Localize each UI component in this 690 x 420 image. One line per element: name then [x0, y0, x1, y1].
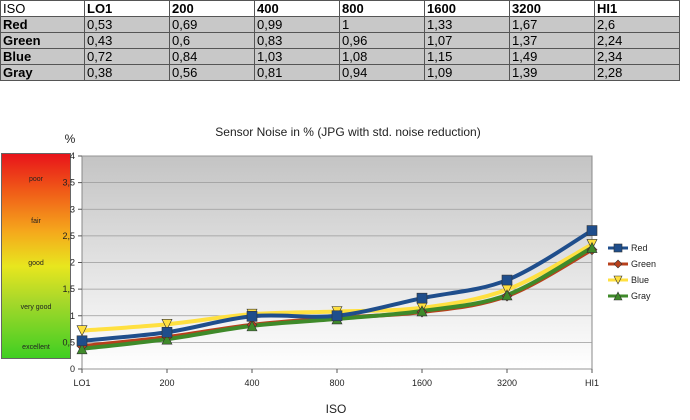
y-tick-label: 2,5	[62, 231, 75, 241]
x-tick-label: 200	[159, 378, 174, 388]
table-cell: 0,96	[339, 32, 425, 49]
quality-label-good: good	[28, 260, 44, 267]
quality-label-fair: fair	[31, 218, 41, 225]
y-tick-label: 1	[70, 311, 75, 321]
table-column-header: LO1	[84, 0, 170, 17]
y-tick-label: 4	[70, 151, 75, 161]
data-point-gray	[76, 343, 88, 355]
table-column-header: 800	[339, 0, 425, 17]
data-point-red	[501, 274, 513, 286]
legend-label: Blue	[631, 275, 649, 285]
data-point-red	[586, 225, 598, 236]
x-tick-label: HI1	[585, 378, 599, 388]
x-tick-label: LO1	[73, 378, 90, 388]
legend-marker	[613, 259, 623, 269]
data-point-gray	[586, 241, 598, 253]
quality-scale-bar: poor fair good very good excellent	[1, 153, 71, 359]
legend-marker	[613, 243, 623, 253]
data-point-red	[416, 292, 428, 304]
data-point-blue	[161, 318, 173, 330]
y-tick-label: 0	[70, 364, 75, 374]
y-tick-label: 2	[70, 258, 75, 268]
data-point-gray	[246, 320, 258, 332]
y-tick-label: 1,5	[62, 284, 75, 294]
noise-data-table: ISO LO1 200 400 800 1600 3200 HI1 Red 0,53 0,69 0,9…	[0, 0, 680, 81]
y-tick-label: 3,5	[62, 178, 75, 188]
table-column-header: 1600	[424, 0, 510, 17]
x-axis-label: ISO	[326, 402, 347, 416]
table-cell: 0,38	[84, 64, 170, 81]
table-cell: 2,28	[594, 64, 680, 81]
quality-label-very-good: very good	[20, 304, 52, 311]
table-column-header: 200	[169, 0, 255, 17]
y-axis-label: %	[65, 132, 76, 146]
table-row-header: Green	[0, 32, 85, 49]
data-point-red	[331, 310, 343, 322]
quality-label-poor: poor	[28, 176, 43, 183]
table-cell: 2,24	[594, 32, 680, 49]
table-cell: 0,94	[339, 64, 425, 81]
table-cell: 0,69	[169, 16, 255, 33]
chart-title: Sensor Noise in % (JPG with std. noise r…	[215, 125, 480, 139]
table-corner-cell: ISO	[0, 0, 85, 17]
table-cell: 0,56	[169, 64, 255, 81]
legend-label: Green	[631, 259, 656, 269]
table-header-row: ISO LO1 200 400 800 1600 3200 HI1	[0, 0, 680, 17]
legend-label: Red	[631, 243, 648, 253]
data-point-gray	[161, 333, 173, 345]
x-tick-label: 800	[329, 378, 344, 388]
table-cell: 0,81	[254, 64, 340, 81]
data-point-red	[161, 326, 173, 338]
table-cell: 1,15	[424, 48, 510, 65]
x-tick-label: 400	[244, 378, 259, 388]
table-row-header: Gray	[0, 64, 85, 81]
data-point-gray	[416, 305, 428, 317]
table-cell: 1	[339, 16, 425, 33]
legend-label: Gray	[631, 291, 651, 301]
table-cell: 0,84	[169, 48, 255, 65]
data-point-gray	[501, 289, 513, 301]
data-point-red	[76, 335, 88, 347]
quality-label-excellent: excellent	[22, 344, 50, 351]
data-point-red	[246, 310, 258, 322]
table-row: Gray 0,38 0,56 0,81 0,94 1,09 1,39 2,28	[0, 64, 680, 81]
y-tick-label: 0,5	[62, 337, 75, 347]
legend-marker	[613, 291, 623, 301]
x-tick-label: 3200	[497, 378, 517, 388]
table-row-header: Red	[0, 16, 85, 33]
table-cell: 1,08	[339, 48, 425, 65]
y-tick-label: 3	[70, 204, 75, 214]
x-tick-label: 1600	[412, 378, 432, 388]
legend-marker	[613, 275, 623, 285]
table-cell: 1,03	[254, 48, 340, 65]
table-cell: 0,72	[84, 48, 170, 65]
table-cell: 1,39	[509, 64, 595, 81]
table-cell: 1,09	[424, 64, 510, 81]
data-point-blue	[76, 325, 88, 337]
table-row: Green 0,43 0,6 0,83 0,96 1,07 1,37 2,24	[0, 32, 680, 49]
table-column-header: 3200	[509, 0, 595, 17]
chart-legend: Red Green Blue Gray	[608, 243, 656, 301]
